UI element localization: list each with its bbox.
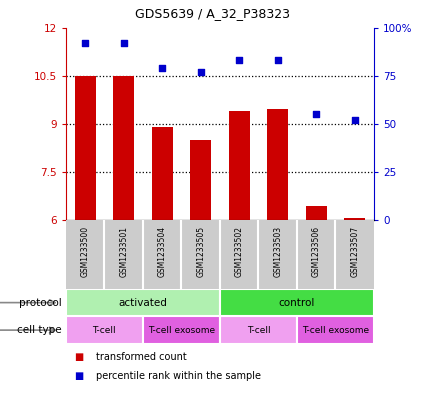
- Text: GSM1233500: GSM1233500: [81, 226, 90, 277]
- Text: ■: ■: [74, 371, 84, 382]
- Bar: [220, 316, 297, 344]
- Text: GSM1233501: GSM1233501: [119, 226, 128, 277]
- Text: GSM1233502: GSM1233502: [235, 226, 244, 277]
- Bar: [143, 316, 220, 344]
- Point: [313, 111, 320, 118]
- Text: ■: ■: [74, 351, 84, 362]
- Text: cell type: cell type: [17, 325, 62, 335]
- Text: GSM1233507: GSM1233507: [350, 226, 359, 277]
- Text: T-cell: T-cell: [93, 326, 116, 334]
- Bar: [66, 289, 220, 316]
- Text: GSM1233503: GSM1233503: [273, 226, 282, 277]
- Bar: [74, 76, 96, 220]
- Bar: [306, 206, 327, 220]
- Text: T-cell exosome: T-cell exosome: [148, 326, 215, 334]
- Text: GSM1233504: GSM1233504: [158, 226, 167, 277]
- Text: control: control: [279, 298, 315, 308]
- Text: T-cell: T-cell: [246, 326, 270, 334]
- Bar: [66, 316, 143, 344]
- Bar: [229, 111, 250, 220]
- Bar: [344, 219, 366, 220]
- Bar: [113, 76, 134, 220]
- Bar: [152, 127, 173, 220]
- Point: [351, 117, 358, 123]
- Text: protocol: protocol: [19, 298, 62, 308]
- Text: GSM1233506: GSM1233506: [312, 226, 321, 277]
- Text: GSM1233505: GSM1233505: [196, 226, 205, 277]
- Point: [159, 65, 166, 71]
- Bar: [220, 289, 374, 316]
- Point: [197, 69, 204, 75]
- Point: [274, 57, 281, 63]
- Text: transformed count: transformed count: [96, 351, 187, 362]
- Text: activated: activated: [119, 298, 167, 308]
- Point: [120, 40, 127, 46]
- Text: GDS5639 / A_32_P38323: GDS5639 / A_32_P38323: [135, 7, 290, 20]
- Text: T-cell exosome: T-cell exosome: [302, 326, 369, 334]
- Bar: [297, 316, 374, 344]
- Bar: [267, 109, 288, 220]
- Text: percentile rank within the sample: percentile rank within the sample: [96, 371, 261, 382]
- Bar: [190, 140, 211, 220]
- Point: [236, 57, 243, 63]
- Point: [82, 40, 88, 46]
